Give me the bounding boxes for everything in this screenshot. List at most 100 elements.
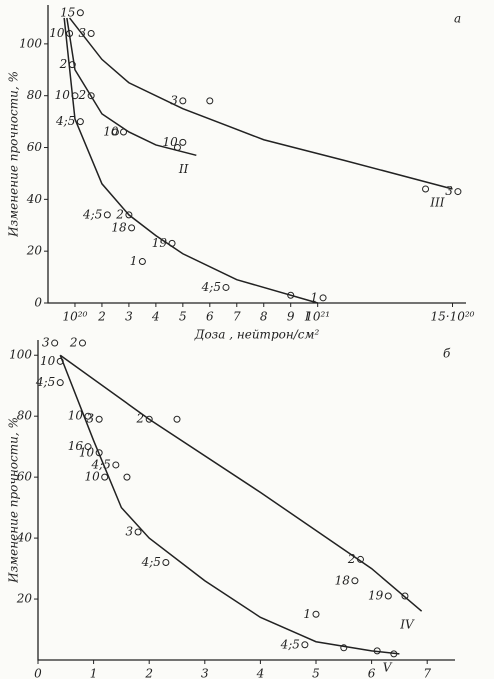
x-tick-label: 5 (179, 310, 187, 324)
data-point (68, 61, 76, 69)
point-label: 4;5 (201, 280, 221, 294)
data-point (125, 211, 133, 219)
point-label: 2 (115, 207, 124, 221)
y-tick-label: 100 (19, 36, 42, 50)
x-tick-label: 3 (125, 310, 133, 324)
data-point (76, 9, 84, 17)
point-label: 1 (130, 254, 138, 268)
y-tick-label: 0 (34, 296, 42, 310)
point-label: 10 (40, 354, 56, 368)
point-label: 4;5 (91, 457, 111, 471)
data-point (103, 211, 111, 219)
point-label: 2 (69, 336, 78, 350)
point-label: 3 (42, 336, 50, 350)
x-tick-label: 8 (260, 310, 268, 324)
point-label: 18 (335, 573, 351, 587)
x-tick-label: 1 (90, 667, 98, 679)
point-label: 16 (68, 439, 84, 453)
point-label: 15 (60, 5, 75, 19)
x-tick-label: 7 (233, 310, 241, 324)
point-label: 10 (163, 135, 179, 149)
data-point (95, 449, 103, 457)
data-point (319, 294, 327, 302)
data-point (112, 461, 120, 469)
data-point (384, 592, 392, 600)
data-point (173, 415, 181, 423)
x-tick-label: 10²⁰ (63, 310, 88, 324)
data-point (78, 339, 86, 347)
data-point (401, 592, 409, 600)
data-point (111, 128, 119, 136)
x-tick-label: 0 (34, 667, 42, 679)
data-point (84, 412, 92, 420)
curve (59, 354, 423, 612)
point-label: 1 (303, 607, 311, 621)
point-label: 3 (79, 26, 87, 40)
y-tick-label: 20 (16, 592, 33, 606)
x-tick-label: 6 (368, 667, 376, 679)
x-tick-label: 15·10²⁰ (431, 310, 475, 324)
x-tick-label: 3 (201, 667, 209, 679)
point-label: 10 (84, 470, 100, 484)
data-point (120, 128, 128, 136)
curve-label: IV (399, 618, 415, 632)
point-label: 3 (445, 184, 453, 198)
data-point (356, 555, 364, 563)
y-tick-label: 80 (17, 409, 33, 423)
data-point (373, 647, 381, 655)
point-label: 1 (310, 290, 318, 304)
data-point (312, 610, 320, 618)
data-point (454, 188, 462, 196)
curve (66, 17, 197, 157)
point-label: 19 (368, 589, 384, 603)
data-point (128, 224, 136, 232)
data-point (71, 92, 79, 100)
x-tick-label: 2 (144, 667, 153, 679)
curve-label: I (304, 310, 310, 324)
data-point (206, 97, 214, 105)
x-tick-label: 9 (287, 310, 295, 324)
panel-label: б (443, 347, 451, 361)
y-tick-label: 40 (16, 531, 33, 545)
data-point (87, 92, 95, 100)
data-point (123, 473, 131, 481)
data-point (56, 379, 64, 387)
curve-label: III (429, 195, 444, 209)
data-point (301, 641, 309, 649)
data-point (51, 339, 59, 347)
y-tick-label: 60 (27, 140, 43, 154)
point-label: 10 (79, 445, 95, 459)
y-axis-label: Изменение прочности, % (7, 71, 21, 238)
x-tick-label: 6 (206, 310, 214, 324)
axes (37, 340, 455, 661)
x-axis-label: Доза , нейтрон/см² (194, 328, 320, 342)
point-label: 3 (87, 412, 95, 426)
data-point (287, 291, 295, 299)
data-point (84, 443, 92, 451)
y-axis-label: Изменение прочности, % (7, 417, 21, 584)
point-label: 4;5 (35, 375, 55, 389)
point-label: 2 (78, 88, 87, 102)
data-point (66, 30, 74, 38)
curve-label: V (383, 660, 393, 674)
data-point (179, 138, 187, 146)
point-label: 2 (347, 552, 356, 566)
data-point (179, 97, 187, 105)
data-point (95, 415, 103, 423)
point-label: 19 (152, 236, 168, 250)
point-label: 3 (125, 525, 133, 539)
data-point (134, 528, 142, 536)
data-point (351, 577, 359, 585)
data-point (76, 118, 84, 126)
data-point (168, 239, 176, 247)
panel-label: а (454, 12, 461, 26)
point-label: 2 (136, 412, 145, 426)
point-label: 4;5 (55, 114, 75, 128)
curve-label: II (178, 162, 189, 176)
x-tick-label: 10²¹ (305, 310, 330, 324)
y-tick-label: 20 (26, 244, 43, 258)
y-tick-label: 60 (17, 470, 33, 484)
data-point (101, 473, 109, 481)
x-tick-label: 4 (256, 667, 265, 679)
